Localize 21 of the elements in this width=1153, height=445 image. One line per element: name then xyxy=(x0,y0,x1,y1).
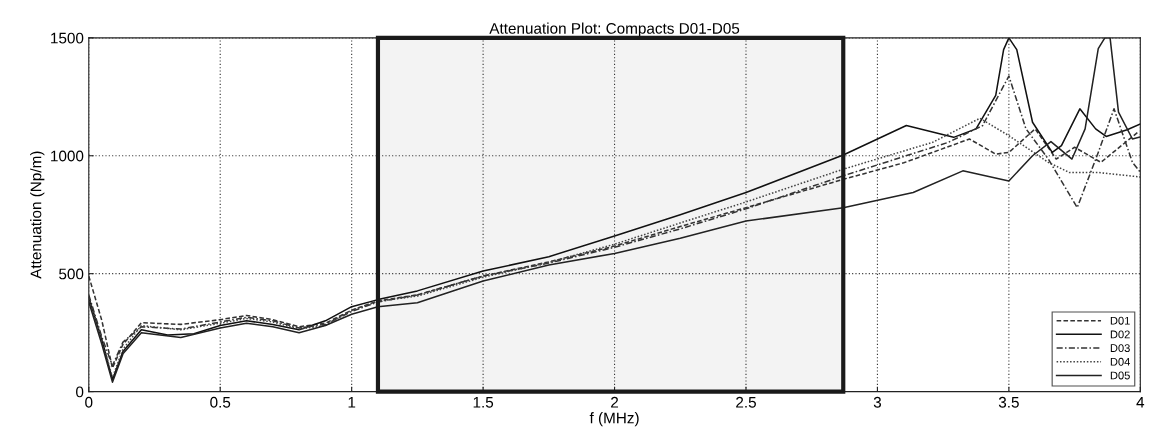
y-tick-label: 500 xyxy=(59,268,84,280)
x-tick-label: 2.5 xyxy=(736,396,756,408)
y-tick-label: 0 xyxy=(76,386,84,398)
x-tick-label: 3 xyxy=(873,396,882,408)
x-tick-label: 1 xyxy=(348,397,356,408)
x-tick-label: 1.5 xyxy=(473,397,494,408)
x-tick-label: 0.5 xyxy=(210,396,231,408)
x-tick-label: 3.5 xyxy=(998,396,1019,408)
chart-title: Attenuation Plot: Compacts D01-D05 xyxy=(489,22,740,37)
y-axis-title: Attenuation (Np/m) xyxy=(30,151,45,279)
legend-label: D05 xyxy=(1110,371,1130,380)
y-tick-label: 1500 xyxy=(51,32,84,44)
x-tick-label: 0 xyxy=(85,396,93,408)
legend-label: D01 xyxy=(1110,316,1130,325)
x-axis-title: f (MHz) xyxy=(589,412,639,427)
x-tick-label: 4 xyxy=(1136,397,1145,408)
x-tick-label: 2 xyxy=(611,396,619,408)
y-tick-label: 1000 xyxy=(51,150,84,162)
legend-label: D03 xyxy=(1110,344,1130,353)
legend-label: D04 xyxy=(1110,357,1130,366)
legend-label: D02 xyxy=(1110,330,1130,339)
